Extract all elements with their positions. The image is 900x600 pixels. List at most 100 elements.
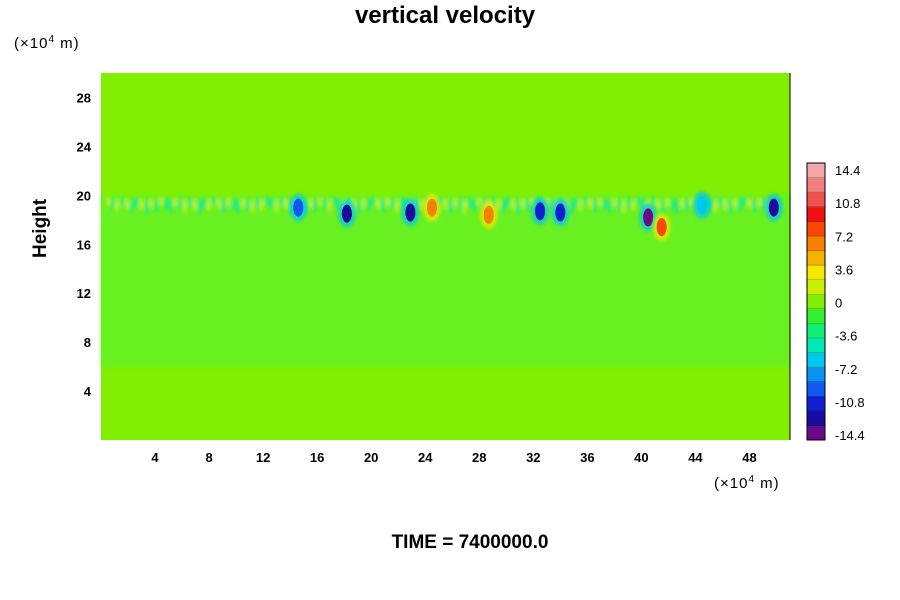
fringe-mark <box>607 198 612 214</box>
x-axis-unit: (×104 m) <box>714 474 780 492</box>
y-tick-label: 12 <box>77 286 91 301</box>
fringe-mark <box>665 196 670 208</box>
colorbar-label: 14.4 <box>835 163 860 178</box>
colorbar-swatch <box>807 163 825 179</box>
fringe-mark <box>501 198 506 214</box>
velocity-feature <box>337 199 356 228</box>
fringe-mark <box>182 198 187 214</box>
x-tick-label: 20 <box>364 450 378 465</box>
colorbar-label: 10.8 <box>835 196 860 211</box>
x-tick-label: 8 <box>205 450 212 465</box>
fringe-mark <box>144 199 149 215</box>
y-unit-prefix: (×10 <box>14 35 49 52</box>
y-tick-label: 28 <box>77 90 91 105</box>
fringe-mark <box>366 198 371 213</box>
fringe-mark <box>525 198 530 213</box>
fringe-mark <box>318 196 323 207</box>
fringe-mark <box>380 198 385 213</box>
fringe-mark <box>139 197 144 212</box>
colorbar-label: -10.8 <box>835 395 865 410</box>
fringe-mark <box>723 197 728 212</box>
fringe-mark <box>313 198 318 213</box>
fringe-mark <box>240 196 245 208</box>
fringe-mark <box>713 198 718 214</box>
fringe-mark <box>660 198 665 214</box>
feature-core <box>555 203 566 222</box>
velocity-feature <box>764 193 783 222</box>
fringe-mark <box>457 197 462 212</box>
fringe-mark <box>655 197 660 211</box>
fringe-mark <box>178 197 183 211</box>
fringe-mark <box>752 198 757 213</box>
fringe-mark <box>578 198 583 213</box>
fringe-mark <box>216 197 221 210</box>
fringe-mark <box>327 198 332 213</box>
velocity-feature <box>479 200 498 229</box>
colorbar-swatch <box>807 177 825 193</box>
y-tick-label: 4 <box>84 384 92 399</box>
fringe-mark <box>284 197 289 211</box>
velocity-features <box>289 191 783 242</box>
fringe-mark <box>149 197 154 209</box>
y-tick-label: 8 <box>84 335 91 350</box>
fringe-mark <box>477 196 482 207</box>
fringe-mark <box>332 196 337 208</box>
fringe-mark <box>679 197 684 209</box>
fringe-mark <box>168 198 173 213</box>
fringe-mark <box>202 197 207 209</box>
fringe-mark <box>453 196 458 208</box>
fringe-mark <box>158 196 163 207</box>
y-axis-unit: (×104 m) <box>14 34 80 52</box>
fringe-mark <box>163 197 168 210</box>
fringe-mark <box>462 199 467 215</box>
time-label: TIME = 7400000.0 <box>391 532 549 553</box>
fringe-mark <box>670 197 675 212</box>
velocity-feature <box>639 203 658 232</box>
x-tick-label: 44 <box>688 450 703 465</box>
fringe-mark <box>448 198 453 214</box>
colorbar-swatch <box>807 294 825 310</box>
fringe-mark <box>636 196 641 207</box>
fringe-mark <box>506 196 511 208</box>
fringe-mark <box>737 198 742 213</box>
disturbed-layer <box>101 195 790 367</box>
feature-core <box>483 205 494 224</box>
feature-core <box>656 218 667 237</box>
y-tick-label: 16 <box>77 237 91 252</box>
chart-title: vertical velocity <box>354 2 536 29</box>
velocity-feature <box>551 198 570 227</box>
colorbar-label: 7.2 <box>835 229 853 244</box>
fringe-mark <box>173 196 178 208</box>
fringe-mark <box>728 199 733 215</box>
fringe-mark <box>583 196 588 207</box>
fringe-mark <box>472 198 477 213</box>
feature-core <box>293 198 304 217</box>
colorbar-swatch <box>807 323 825 339</box>
colorbar-swatch <box>807 367 825 383</box>
colorbar-swatch <box>807 250 825 266</box>
fringe-mark <box>361 197 366 209</box>
fringe-mark <box>255 197 260 209</box>
colorbar-swatch <box>807 279 825 295</box>
fringe-mark <box>597 196 602 208</box>
colorbar-label: -7.2 <box>835 362 857 377</box>
colorbar-label: 3.6 <box>835 262 853 277</box>
velocity-feature <box>531 197 550 226</box>
colorbar-swatch <box>807 352 825 368</box>
fringe-mark <box>375 197 380 210</box>
x-tick-label: 36 <box>580 450 594 465</box>
fringe-mark <box>264 196 269 207</box>
fringe-mark <box>675 199 680 215</box>
fringe-mark <box>322 197 327 210</box>
fringe-mark <box>742 196 747 207</box>
x-tick-label: 40 <box>634 450 648 465</box>
fringe-mark <box>602 197 607 211</box>
velocity-feature <box>422 193 441 222</box>
colorbar-label: -3.6 <box>835 329 857 344</box>
fringe-mark <box>110 197 115 210</box>
fringe-mark <box>568 199 573 215</box>
y-unit-exponent: 4 <box>48 34 56 45</box>
feature-core <box>341 204 352 223</box>
fringe-mark <box>192 197 197 212</box>
